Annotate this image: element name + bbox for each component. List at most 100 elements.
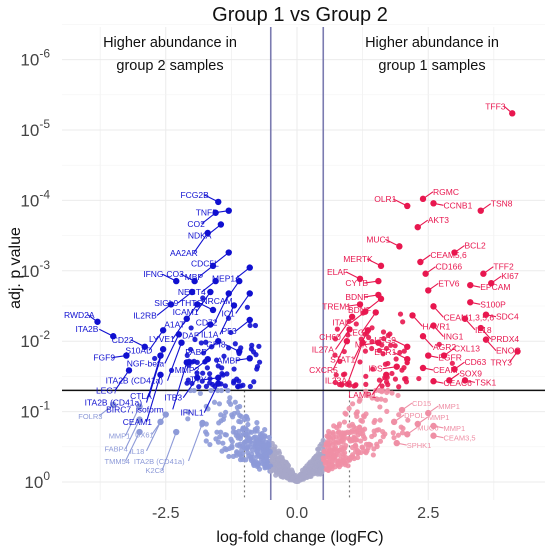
data-point: [221, 353, 227, 359]
data-point: [352, 442, 359, 448]
threshold-lines: [62, 27, 545, 500]
point-label: TMM54: [105, 457, 130, 466]
data-point: [273, 469, 280, 475]
data-point: [399, 367, 405, 373]
data-point: [216, 420, 222, 426]
x-tick-label: 2.5: [417, 505, 439, 522]
data-point: [207, 441, 213, 448]
data-point: [332, 352, 338, 358]
point-label: TRY3: [490, 357, 512, 367]
point-label: LAMP1: [348, 390, 376, 400]
point-label: IL18: [475, 325, 492, 335]
point-label: RGMC: [433, 187, 459, 197]
point-label: CEAC6: [444, 378, 473, 388]
y-tick-label: 100: [24, 469, 50, 492]
point-label: ITA2B: [75, 324, 98, 334]
label-leader-line: [198, 265, 214, 278]
point-label: IFNG: [143, 269, 163, 279]
data-point: [334, 326, 340, 332]
data-point: [204, 365, 210, 371]
label-leader-line: [485, 314, 497, 318]
data-point: [362, 348, 369, 354]
data-point: [369, 395, 375, 401]
data-point: [241, 444, 247, 451]
point-label: ESR1: [374, 347, 396, 357]
data-point: [191, 387, 197, 394]
point-label: NRCAM: [201, 296, 232, 306]
data-points: [94, 110, 521, 484]
label-leader-line: [203, 340, 219, 353]
label-leader-line: [420, 254, 431, 263]
data-point: [250, 349, 257, 355]
data-point: [256, 343, 262, 349]
data-point: [357, 397, 363, 403]
data-point: [275, 456, 281, 462]
data-point: [380, 351, 386, 357]
point-label: ITA2B (CD41a): [134, 457, 185, 466]
point-label: DAF: [182, 331, 199, 341]
data-point: [207, 380, 213, 386]
data-point: [340, 451, 346, 457]
point-label: EPCAM: [480, 282, 510, 292]
data-point: [245, 421, 251, 428]
data-point: [215, 387, 221, 394]
data-point: [337, 358, 343, 364]
data-point: [358, 449, 364, 456]
data-point: [405, 417, 411, 423]
label-leader-line: [361, 312, 377, 333]
grid: [62, 24, 545, 500]
label-leader-line: [393, 414, 405, 423]
data-point: [228, 329, 234, 336]
data-point: [248, 429, 255, 435]
point-label: LEG7: [96, 385, 118, 395]
data-point: [254, 420, 260, 426]
data-point: [343, 443, 349, 449]
data-point: [222, 445, 228, 452]
point-label: ICAM1: [173, 307, 199, 317]
data-point: [222, 383, 228, 389]
point-label: CEAM1,3,5,6: [444, 312, 495, 322]
data-point: [198, 340, 204, 346]
data-point: [252, 434, 258, 440]
data-point: [216, 401, 223, 407]
data-point: [247, 383, 253, 390]
data-point: [436, 341, 442, 347]
point-label: NGF-beta: [127, 358, 165, 368]
point-label: ING1: [444, 332, 464, 342]
data-point: [252, 426, 258, 432]
data-point: [185, 377, 191, 383]
data-point: [217, 434, 223, 440]
data-point: [256, 359, 263, 365]
label-leader-line: [335, 329, 350, 350]
data-point: [353, 321, 359, 327]
point-label: EGFR: [438, 353, 462, 363]
data-point: [369, 433, 375, 440]
point-label: CYTB: [345, 278, 368, 288]
label-leader-line: [332, 340, 348, 371]
data-point: [236, 450, 242, 457]
data-point: [218, 387, 225, 394]
data-point: [333, 448, 339, 454]
label-leader-line: [164, 334, 180, 364]
data-point: [359, 418, 366, 424]
point-label: THTG: [180, 298, 203, 308]
data-point: [328, 436, 334, 442]
point-label: IL23A: [325, 376, 348, 386]
label-leader-line: [396, 442, 407, 446]
data-point: [341, 430, 347, 436]
label-leader-line: [454, 361, 465, 370]
data-point: [351, 455, 357, 462]
label-leader-line: [193, 232, 209, 254]
data-point: [383, 345, 390, 352]
point-label: KI67: [501, 271, 519, 281]
data-point: [395, 432, 401, 438]
data-point: [397, 311, 404, 317]
data-point: [377, 438, 384, 444]
point-label: CD72: [196, 317, 218, 327]
data-point: [230, 429, 236, 435]
data-point: [249, 342, 255, 348]
label-leader-line: [433, 435, 444, 439]
label-leader-line: [130, 339, 145, 348]
data-point: [321, 448, 327, 455]
